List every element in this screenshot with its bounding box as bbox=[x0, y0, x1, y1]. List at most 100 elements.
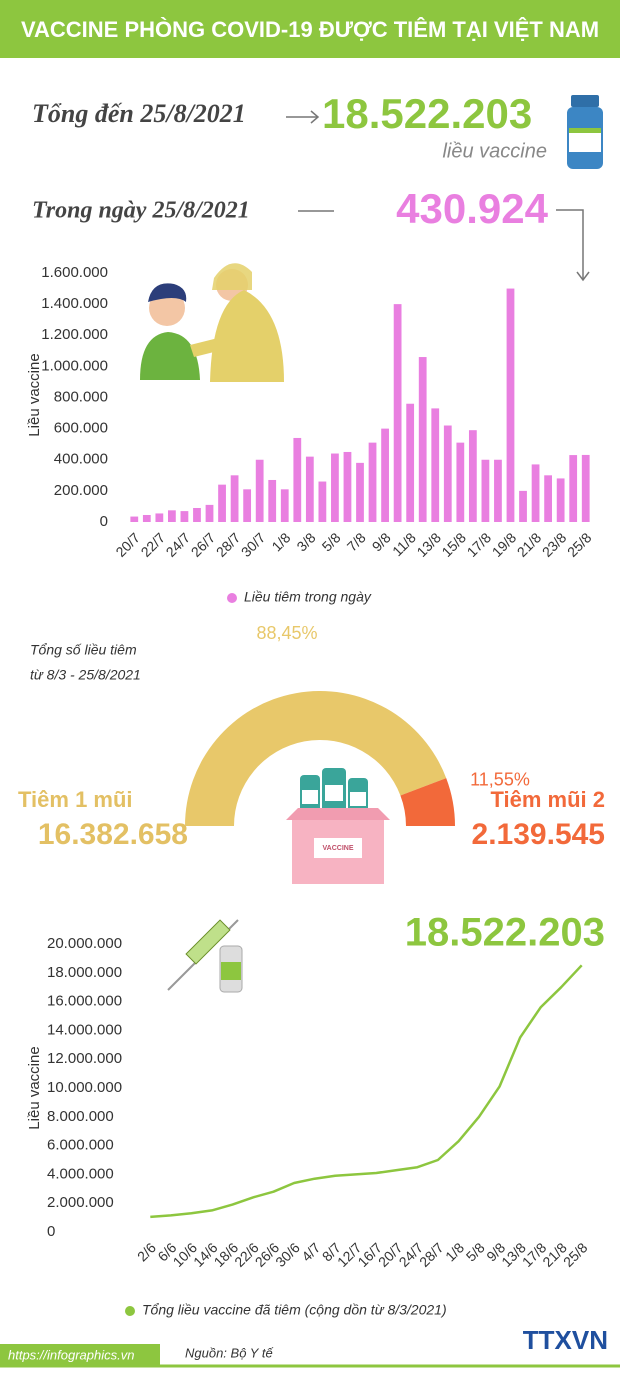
bar bbox=[356, 462, 364, 522]
y-tick-label: 1.600.000 bbox=[41, 264, 108, 281]
line-highlight: 18.522.203 bbox=[405, 911, 605, 955]
bar bbox=[293, 437, 302, 522]
bar bbox=[494, 459, 502, 522]
bar bbox=[243, 489, 252, 522]
pie-slice bbox=[185, 690, 447, 826]
y-tick-label: 1.200.000 bbox=[41, 326, 108, 343]
bar bbox=[556, 478, 565, 522]
bar bbox=[406, 403, 415, 522]
y-tick-label: 20.000.000 bbox=[47, 935, 122, 952]
bar bbox=[418, 357, 427, 522]
y-tick-label: 1.400.000 bbox=[41, 295, 108, 312]
y-tick-label: 2.000.000 bbox=[47, 1194, 114, 1211]
bar bbox=[581, 454, 590, 522]
url-band bbox=[0, 1344, 160, 1366]
x-tick-label: 25/8 bbox=[564, 529, 595, 560]
y-tick-label: 800.000 bbox=[54, 388, 108, 405]
first-dose-total: 16.382.658 bbox=[38, 818, 188, 851]
bar bbox=[456, 442, 465, 522]
bar bbox=[318, 481, 327, 522]
legend-marker bbox=[227, 593, 237, 603]
bar bbox=[168, 510, 176, 522]
x-tick-label: 25/8 bbox=[560, 1239, 591, 1270]
y-axis-title: Liều vaccine bbox=[26, 353, 43, 436]
bar bbox=[280, 489, 289, 522]
bar bbox=[155, 513, 164, 522]
page-title: VACCINE PHÒNG COVID-19 ĐƯỢC TIÊM TẠI VIỆ… bbox=[21, 17, 599, 42]
x-tick-label: 23/8 bbox=[539, 529, 570, 560]
vaccine-box-illustration: VACCINE bbox=[286, 768, 390, 884]
vaccination-illustration bbox=[140, 263, 284, 382]
x-tick-label: 9/8 bbox=[369, 529, 394, 554]
x-tick-label: 22/7 bbox=[138, 529, 169, 560]
bar bbox=[142, 514, 151, 522]
bar bbox=[506, 288, 515, 522]
x-tick-label: 26/7 bbox=[188, 529, 219, 560]
x-tick-label: 30/7 bbox=[238, 529, 269, 560]
footer-logo: TTXVN bbox=[523, 1325, 608, 1355]
x-tick-label: 15/8 bbox=[438, 529, 469, 560]
bar bbox=[569, 455, 578, 522]
x-tick-label: 24/7 bbox=[163, 529, 194, 560]
footer-url: https://infographics.vn bbox=[8, 1347, 134, 1362]
x-tick-label: 11/8 bbox=[389, 529, 419, 559]
x-tick-label: 20/7 bbox=[112, 529, 143, 560]
bar bbox=[305, 456, 314, 522]
x-tick-label: 19/8 bbox=[489, 529, 520, 560]
pie-subtitle: từ 8/3 - 25/8/2021 bbox=[30, 667, 141, 683]
bar bbox=[393, 304, 402, 522]
pie-category: Tiêm 1 mũi bbox=[18, 787, 133, 812]
line bbox=[150, 964, 583, 1219]
down-arrow bbox=[556, 209, 590, 282]
bar bbox=[230, 475, 239, 522]
footer-source: Nguồn: Bộ Y tế bbox=[185, 1345, 273, 1360]
x-tick-label: 1/8 bbox=[268, 529, 293, 554]
bar bbox=[255, 459, 264, 522]
bar bbox=[481, 459, 490, 522]
y-tick-label: 12.000.000 bbox=[47, 1050, 122, 1067]
y-tick-label: 200.000 bbox=[54, 482, 108, 499]
total-value: 18.522.203 bbox=[322, 90, 532, 137]
syringe-illustration bbox=[167, 919, 243, 993]
pie-category: Tiêm mũi 2 bbox=[490, 787, 605, 812]
svg-text:VACCINE: VACCINE bbox=[323, 845, 354, 852]
vial-icon bbox=[567, 95, 603, 169]
x-tick-label: 5/8 bbox=[319, 529, 344, 554]
day-label: Trong ngày 25/8/2021 bbox=[32, 198, 250, 224]
bar bbox=[205, 504, 214, 522]
y-tick-label: 18.000.000 bbox=[47, 964, 122, 981]
legend-label: Liều tiêm trong ngày bbox=[244, 589, 372, 605]
x-tick-label: 13/8 bbox=[413, 529, 444, 560]
bar bbox=[193, 507, 201, 522]
bar bbox=[331, 453, 339, 522]
y-axis-title: Liều vaccine bbox=[26, 1046, 43, 1129]
y-tick-label: 6.000.000 bbox=[47, 1137, 114, 1154]
day-value: 430.924 bbox=[396, 185, 548, 232]
bar bbox=[218, 484, 226, 522]
pie-value-label: 88,45% bbox=[256, 623, 317, 643]
total-unit: liều vaccine bbox=[442, 140, 547, 162]
bar bbox=[443, 425, 452, 522]
x-tick-label: 21/8 bbox=[514, 529, 545, 560]
bar bbox=[468, 430, 477, 522]
bar bbox=[431, 408, 440, 522]
header-band bbox=[0, 0, 620, 58]
pie-value-label: 11,55% bbox=[470, 770, 530, 790]
y-tick-label: 1.000.000 bbox=[41, 357, 108, 374]
x-tick-label: 3/8 bbox=[293, 529, 318, 554]
y-tick-label: 0 bbox=[47, 1223, 55, 1240]
bar bbox=[544, 475, 552, 522]
bar bbox=[130, 516, 139, 522]
x-tick-label: 17/8 bbox=[464, 529, 495, 560]
bar bbox=[381, 428, 389, 522]
arrow bbox=[286, 110, 320, 124]
x-tick-label: 7/8 bbox=[344, 529, 369, 554]
x-tick-label: 28/7 bbox=[213, 529, 244, 560]
y-tick-label: 16.000.000 bbox=[47, 993, 122, 1010]
y-tick-label: 0 bbox=[100, 513, 108, 530]
y-tick-label: 600.000 bbox=[54, 420, 108, 437]
second-dose-total: 2.139.545 bbox=[472, 818, 605, 851]
legend-marker bbox=[125, 1306, 135, 1316]
